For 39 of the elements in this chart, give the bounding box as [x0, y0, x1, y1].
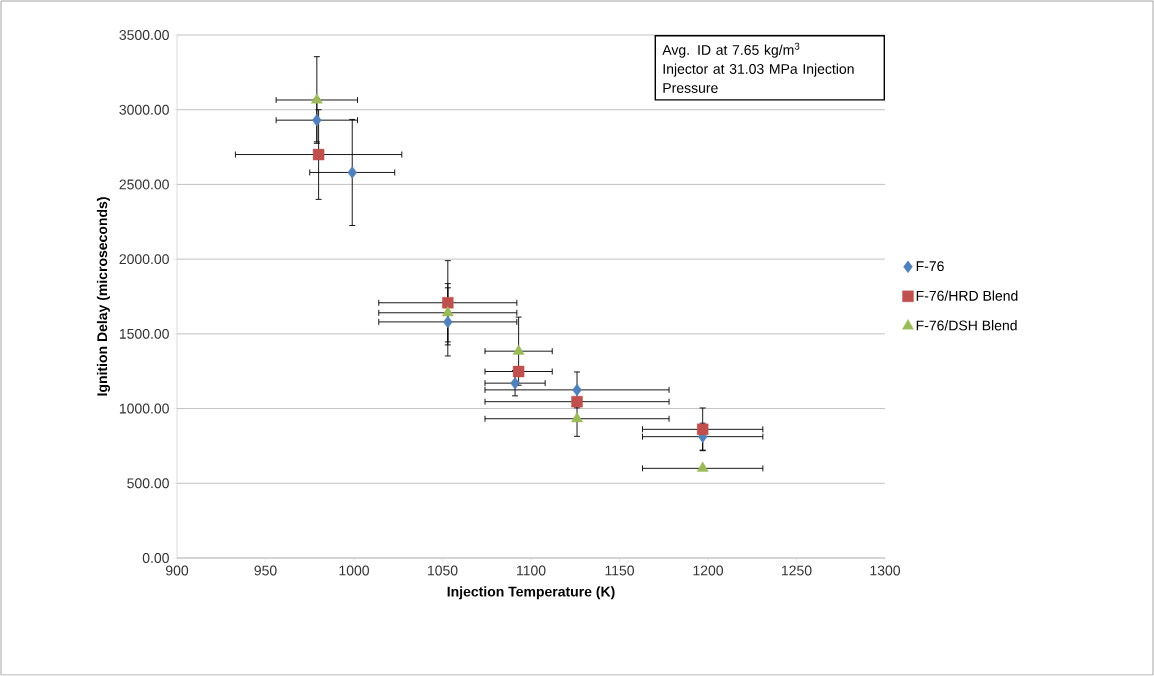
point: [696, 461, 709, 472]
annotation: Avg. ID at 7.65 kg/m$^{3}$: [662, 42, 800, 58]
point: [347, 166, 357, 179]
x-tick-label: 1150: [605, 565, 635, 576]
x-tick-label: 1250: [782, 565, 812, 576]
point: [512, 365, 525, 378]
point: [312, 148, 325, 161]
x-tick-label: 1200: [693, 565, 724, 576]
y-axis-title: Ignition Delay (microseconds): [96, 197, 110, 396]
point: [311, 93, 323, 104]
point: [512, 344, 525, 355]
point: [441, 306, 454, 317]
x-tick-label: 1050: [428, 565, 458, 576]
point: [510, 376, 520, 390]
point: [312, 113, 322, 127]
x-tick-label: 1300: [870, 565, 901, 576]
y-tick-label: 1500.00: [119, 328, 169, 339]
legend-label: F-76/DSH Blend: [916, 320, 1017, 331]
x-tick-label: 900: [165, 565, 189, 576]
y-tick-label: 500.00: [127, 478, 169, 489]
legend-label: F-76/HRD Blend: [916, 290, 1018, 301]
point: [571, 412, 583, 423]
point: [571, 395, 583, 408]
x-axis-title: Injection Temperature (K): [447, 586, 615, 600]
point: [443, 315, 453, 329]
x-tick-label: 950: [254, 565, 277, 576]
y-tick-label: 3000.00: [119, 104, 169, 115]
x-tick-label: 1100: [517, 565, 546, 576]
y-tick-label: 0.00: [142, 553, 169, 563]
point: [442, 297, 454, 309]
y-tick-label: 2500.00: [119, 179, 169, 190]
y-tick-label: 2000.00: [119, 254, 169, 265]
x-tick-label: 1000: [339, 565, 370, 576]
y-tick-label: 1000.00: [119, 403, 169, 414]
point: [696, 423, 709, 436]
legend-label: F-76: [916, 261, 944, 272]
y-tick-label: 3500.00: [119, 30, 169, 40]
annotation: Injector at 31.03 MPa Injection Pressure: [663, 63, 854, 93]
point: [572, 383, 582, 397]
